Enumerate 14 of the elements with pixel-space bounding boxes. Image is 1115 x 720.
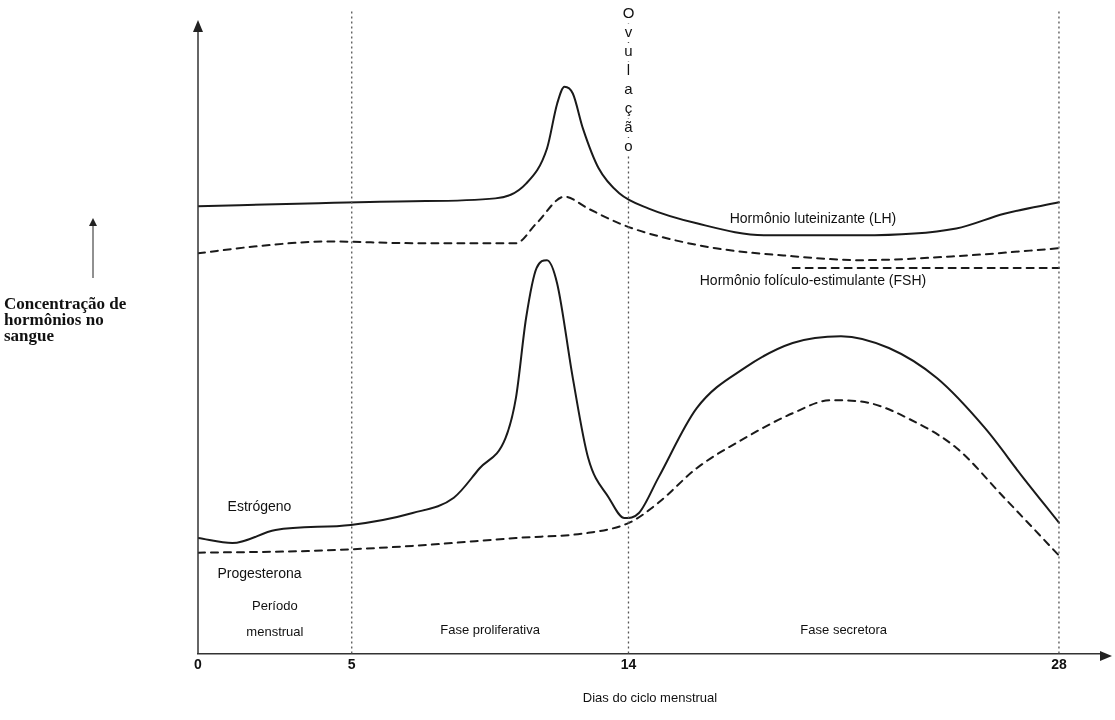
series-label: Estrógeno — [227, 497, 292, 514]
x-axis-title: Dias do ciclo menstrual — [582, 689, 718, 705]
series-label: Progesterona — [217, 564, 302, 581]
x-tick-label: 0 — [194, 655, 203, 672]
x-tick-label: 14 — [620, 655, 637, 672]
annotation: Fase secretora — [800, 621, 888, 637]
y-axis-title: Concentração de hormônios no sangue — [4, 294, 128, 345]
annotation: Período menstrual — [246, 597, 304, 639]
series-label: Hormônio luteinizante (LH) — [729, 210, 897, 227]
annotation: Fase proliferativa — [440, 621, 541, 637]
ref-line-label: Ovulação — [622, 4, 635, 155]
x-tick-label: 5 — [347, 655, 356, 672]
x-tick-label: 28 — [1051, 655, 1067, 672]
series-label: Hormônio folículo-estimulante (FSH) — [699, 272, 927, 289]
